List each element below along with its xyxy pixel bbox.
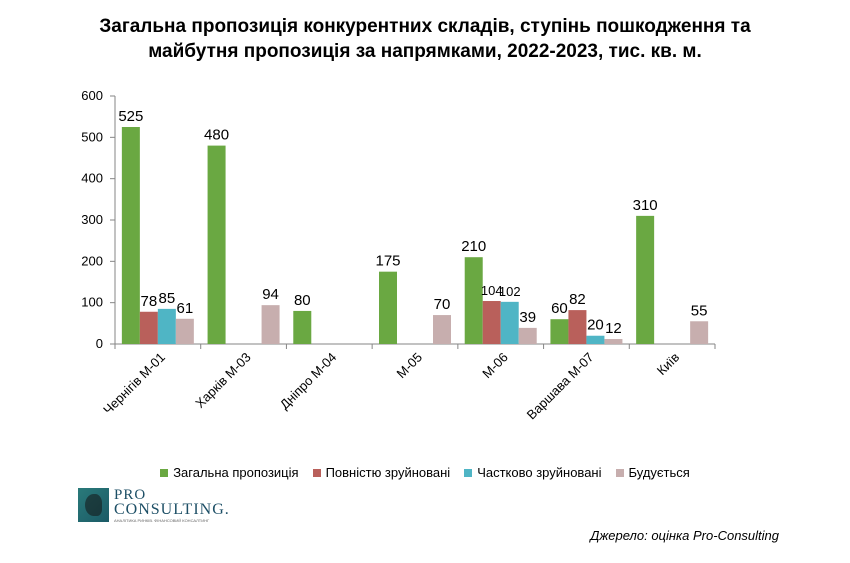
- data-label: 85: [159, 290, 176, 307]
- legend-item: Загальна пропозиція: [160, 465, 299, 480]
- chart-legend: Загальна пропозиція Повністю зруйновані Ча…: [0, 465, 850, 480]
- bar-3-4: [518, 327, 537, 344]
- bar-0-5: [550, 319, 569, 344]
- data-label: 94: [262, 286, 279, 303]
- legend-label: Повністю зруйновані: [325, 465, 451, 480]
- source-note: Джерело: оцінка Pro-Consulting: [590, 528, 779, 543]
- x-tick-label: Дніпро М-04: [277, 350, 340, 413]
- data-label: 210: [461, 238, 486, 255]
- bar-0-6: [636, 215, 655, 344]
- data-label: 78: [141, 293, 158, 310]
- pro-consulting-logo: PRO CONSULTING. АНАЛІТИКА РИНКІВ. ФІНАНС…: [78, 487, 248, 524]
- legend-label: Будується: [628, 465, 690, 480]
- bar-2-5: [586, 335, 605, 344]
- x-tick-label: Варшава М-07: [524, 350, 597, 423]
- bar-2-0: [157, 308, 176, 344]
- data-label: 80: [294, 292, 311, 309]
- chart-title-line-1: Загальна пропозиція конкурентних складів…: [99, 16, 751, 37]
- x-tick-label: М-06: [479, 350, 511, 382]
- y-tick-label: 0: [96, 336, 103, 351]
- logo-tagline: АНАЛІТИКА РИНКІВ. ФІНАНСОВИЙ КОНСАЛТИНГ: [114, 518, 210, 523]
- bar-1-0: [139, 311, 158, 344]
- data-label: 480: [204, 127, 229, 144]
- x-tick-label: Харків М-03: [192, 350, 253, 411]
- chart-title: Загальна пропозиція конкурентних складів…: [0, 14, 850, 64]
- y-tick-label: 300: [81, 212, 103, 227]
- y-tick-label: 200: [81, 253, 103, 268]
- bar-chart: 0 100 200 300 400 500 600 Чернігів М-01 Харків М…: [81, 88, 716, 423]
- legend-item: Будується: [615, 465, 690, 480]
- bar-0-2: [293, 310, 312, 344]
- y-tick-label: 600: [81, 88, 103, 103]
- data-label: 102: [499, 284, 521, 299]
- x-tick-label: М-05: [394, 350, 426, 382]
- data-label: 310: [633, 197, 658, 214]
- bar-0-4: [464, 257, 483, 344]
- bar-1-5: [568, 310, 587, 344]
- logo-pro-text: PRO: [114, 487, 147, 503]
- bar-3-5: [604, 339, 623, 344]
- bar-0-0: [121, 127, 140, 344]
- bar-2-4: [500, 301, 519, 344]
- logo-consulting-text: CONSULTING.: [114, 501, 230, 518]
- x-tick-label: Чернігів М-01: [100, 350, 168, 418]
- y-tick-label: 100: [81, 295, 103, 310]
- data-label: 60: [551, 300, 568, 317]
- data-label: 82: [569, 291, 586, 308]
- bar-3-3: [433, 315, 451, 344]
- logo-mark-icon: [78, 488, 109, 522]
- legend-swatch: [312, 468, 321, 477]
- legend-item: Частково зруйновані: [464, 465, 602, 480]
- bar-0-1: [207, 145, 226, 344]
- x-tick-label: Київ: [654, 349, 683, 378]
- bar-3-0: [175, 318, 194, 344]
- data-label: 55: [691, 302, 708, 319]
- data-label: 61: [177, 300, 194, 317]
- data-label: 104: [481, 283, 503, 298]
- y-tick-label: 400: [81, 171, 103, 186]
- legend-label: Загальна пропозиція: [173, 465, 299, 480]
- chart-title-line-2: майбутня пропозиція за напрямками, 2022-…: [148, 41, 702, 62]
- bar-3-1: [261, 305, 280, 344]
- bar-3-6: [690, 321, 709, 344]
- data-label: 525: [118, 108, 143, 125]
- data-label: 175: [375, 253, 400, 270]
- bar-0-3: [379, 271, 397, 344]
- legend-label: Частково зруйновані: [477, 465, 602, 480]
- bar-1-4: [482, 301, 501, 344]
- data-label: 20: [587, 317, 604, 334]
- legend-swatch: [464, 468, 473, 477]
- legend-swatch: [160, 468, 169, 477]
- legend-item: Повністю зруйновані: [312, 465, 451, 480]
- data-label: 70: [434, 296, 451, 313]
- data-label: 39: [519, 309, 536, 326]
- data-label: 12: [605, 320, 622, 337]
- y-tick-label: 500: [81, 129, 103, 144]
- legend-swatch: [615, 468, 624, 477]
